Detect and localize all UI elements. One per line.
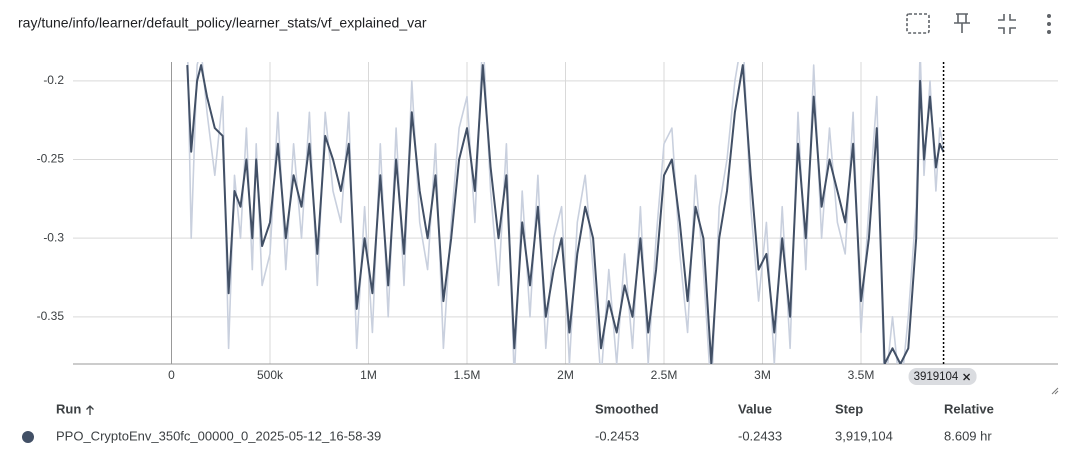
header-smoothed[interactable]: Smoothed: [595, 401, 659, 416]
axis-labels: -0.2 -0.25 -0.3 -0.35 0 500k 1M 1.5M 2M 2.5M 3M 3.5…: [37, 73, 875, 382]
y-tick-label: -0.25: [37, 152, 65, 166]
plot-lines: [186, 62, 945, 364]
hover-step-label: 3919104: [914, 371, 959, 383]
raw-value: -0.2433: [738, 428, 782, 443]
menu-button[interactable]: [1047, 14, 1051, 34]
x-tick-label: 2M: [557, 368, 574, 382]
table-header: Run Smoothed Value Step Relative: [56, 401, 994, 416]
step-value: 3,919,104: [835, 428, 893, 443]
table-row: PPO_CryptoEnv_350fc_00000_0_2025-05-12_1…: [22, 428, 992, 443]
relative-value: 8.609 hr: [944, 428, 992, 443]
sort-arrow: [86, 405, 94, 415]
y-tick-label: -0.3: [43, 230, 64, 244]
card-title: ray/tune/info/learner/default_policy/lea…: [18, 15, 427, 31]
resize-handle[interactable]: [1051, 387, 1059, 395]
y-tick-label: -0.35: [37, 309, 65, 323]
fit-button[interactable]: [906, 13, 930, 34]
run-name: PPO_CryptoEnv_350fc_00000_0_2025-05-12_1…: [56, 428, 381, 443]
x-tick-label: 1.5M: [454, 368, 481, 382]
y-tick-label: -0.2: [43, 73, 64, 87]
x-tick-label: 1M: [360, 368, 377, 382]
header-run[interactable]: Run: [56, 401, 81, 416]
collapse-button[interactable]: [998, 14, 1016, 34]
header-step[interactable]: Step: [835, 401, 863, 416]
series-line: [187, 62, 945, 364]
x-tick-label: 3M: [754, 368, 771, 382]
run-color: [22, 431, 34, 443]
hover-badge: [908, 368, 977, 385]
hover-close[interactable]: [963, 373, 971, 381]
header-relative[interactable]: Relative: [944, 401, 994, 416]
header-value[interactable]: Value: [738, 401, 772, 416]
x-tick-label: 0: [168, 368, 175, 382]
smoothed-value: -0.2453: [595, 428, 639, 443]
x-tick-label: 3.5M: [848, 368, 875, 382]
x-tick-label: 2.5M: [651, 368, 678, 382]
pin-button[interactable]: [954, 13, 970, 33]
x-tick-label: 500k: [257, 368, 284, 382]
series-line: [186, 64, 945, 364]
toolbar: [906, 13, 1051, 34]
